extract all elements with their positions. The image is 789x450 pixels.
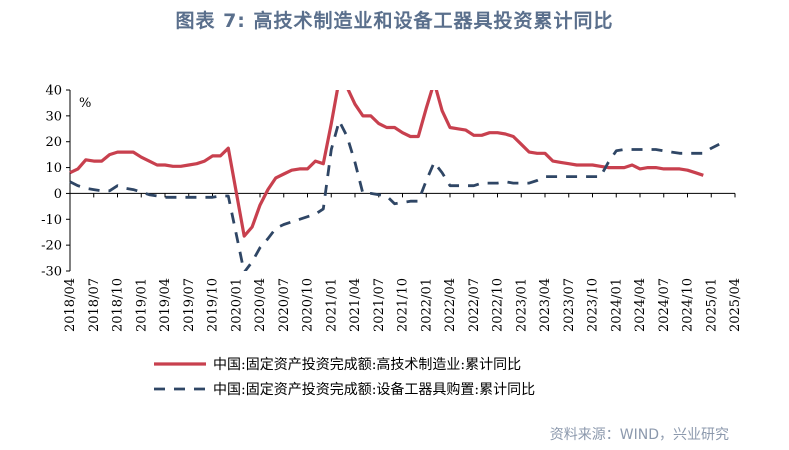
x-tick-label: 2020/01 (229, 278, 244, 332)
x-tick-label: 2022/07 (467, 278, 482, 332)
x-tick-label: 2023/01 (514, 278, 529, 332)
x-tick-label: 2023/04 (538, 278, 553, 332)
y-tick-label: -10 (41, 213, 62, 228)
x-tick-label: 2024/07 (657, 278, 672, 332)
x-tick-label: 2021/04 (348, 278, 363, 332)
chart-title: 图表 7: 高技术制造业和设备工器具投资累计同比 (175, 10, 614, 32)
series-layer (69, 90, 720, 271)
x-tick-label: 2021/10 (396, 278, 411, 332)
x-tick-label: 2023/10 (586, 278, 601, 332)
y-tick-label: 40 (45, 84, 62, 99)
legend-label-2: 中国:固定资产投资完成额:设备工器具购置:累计同比 (213, 381, 535, 398)
x-tick-label: 2022/10 (491, 278, 506, 332)
x-tick-label: 2024/01 (609, 278, 624, 332)
x-tick-label: 2024/04 (633, 278, 648, 332)
x-tick-label: 2018/07 (87, 278, 102, 332)
x-tick-label: 2021/01 (324, 278, 339, 332)
y-tick-label: 10 (45, 161, 62, 176)
x-tick-label: 2018/04 (63, 278, 78, 332)
x-tick-label: 2019/04 (158, 278, 173, 332)
x-tick-label: 2023/07 (562, 278, 577, 332)
y-unit-label: % (79, 96, 91, 111)
legend: 中国:固定资产投资完成额:高技术制造业:累计同比中国:固定资产投资完成额:设备工… (154, 356, 535, 398)
y-tick-label: 0 (54, 187, 62, 202)
source-note: 资料来源：WIND，兴业研究 (549, 427, 729, 443)
x-tick-label: 2020/04 (253, 278, 268, 332)
x-tick-label: 2025/01 (704, 278, 719, 332)
x-tick-label: 2018/10 (111, 278, 126, 332)
x-tick-label: 2020/10 (301, 278, 316, 332)
series-line-2 (69, 119, 720, 271)
x-tick-label: 2019/01 (134, 278, 149, 332)
x-tick-label: 2022/04 (443, 278, 458, 332)
y-tick-label: -20 (41, 239, 62, 254)
x-tick-label: 2022/01 (419, 278, 434, 332)
series-line-1 (69, 90, 704, 238)
x-tick-label: 2019/10 (206, 278, 221, 332)
legend-label-1: 中国:固定资产投资完成额:高技术制造业:累计同比 (213, 356, 521, 373)
y-tick-label: 30 (45, 109, 62, 124)
x-tick-label: 2020/07 (277, 278, 292, 332)
x-tick-label: 2021/07 (372, 278, 387, 332)
x-tick-label: 2024/10 (681, 278, 696, 332)
y-tick-label: 20 (45, 135, 62, 150)
x-tick-label: 2025/04 (728, 278, 743, 332)
y-tick-label: -30 (41, 265, 62, 280)
x-tick-label: 2019/07 (182, 278, 197, 332)
axes: -30 -20 -10 0 10 20 30 40% 2018/04 2018/07 2018/10… (41, 84, 743, 333)
